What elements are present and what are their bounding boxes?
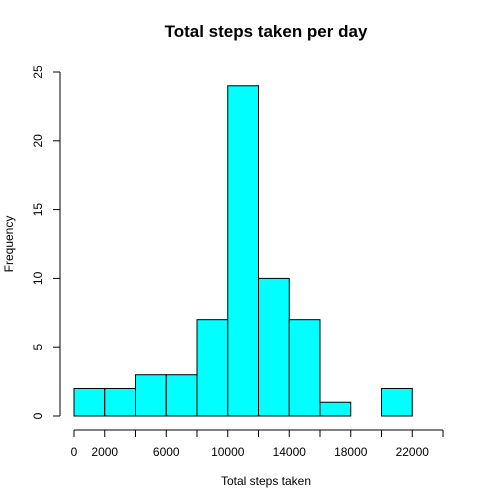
x-axis-label: Total steps taken	[221, 474, 311, 488]
x-tick-label: 2000	[91, 445, 118, 459]
y-tick-label: 25	[31, 65, 45, 79]
bar-10000-12000	[227, 85, 259, 417]
bar-0-2000	[73, 387, 106, 417]
y-tick-label: 0	[31, 412, 45, 419]
bar-4000-6000	[135, 374, 167, 417]
bar-2000-4000	[104, 387, 136, 417]
x-tick-label: 0	[71, 445, 78, 459]
y-axis-label: Frequency	[2, 216, 16, 273]
chart-title: Total steps taken per day	[165, 22, 368, 41]
bar-16000-18000	[319, 401, 352, 417]
y-tick-label: 15	[31, 203, 45, 217]
y-tick-label: 10	[31, 271, 45, 285]
bars-group	[73, 85, 413, 417]
bar-8000-10000	[196, 319, 229, 417]
bar-14000-16000	[288, 319, 321, 417]
y-tick-label: 20	[31, 134, 45, 148]
x-tick-label: 6000	[153, 445, 180, 459]
y-axis: 0 5 10 15 20 25	[31, 65, 61, 419]
x-tick-label: 10000	[211, 445, 245, 459]
bar-20000-22000	[381, 387, 413, 417]
bar-12000-14000	[258, 277, 290, 417]
x-axis: 0 2000 6000 10000 14000 18000 22000	[71, 429, 444, 459]
y-tick-label: 5	[31, 344, 45, 351]
x-tick-label: 22000	[396, 445, 430, 459]
x-tick-label: 18000	[334, 445, 368, 459]
bar-6000-8000	[165, 374, 198, 417]
x-tick-label: 14000	[273, 445, 307, 459]
